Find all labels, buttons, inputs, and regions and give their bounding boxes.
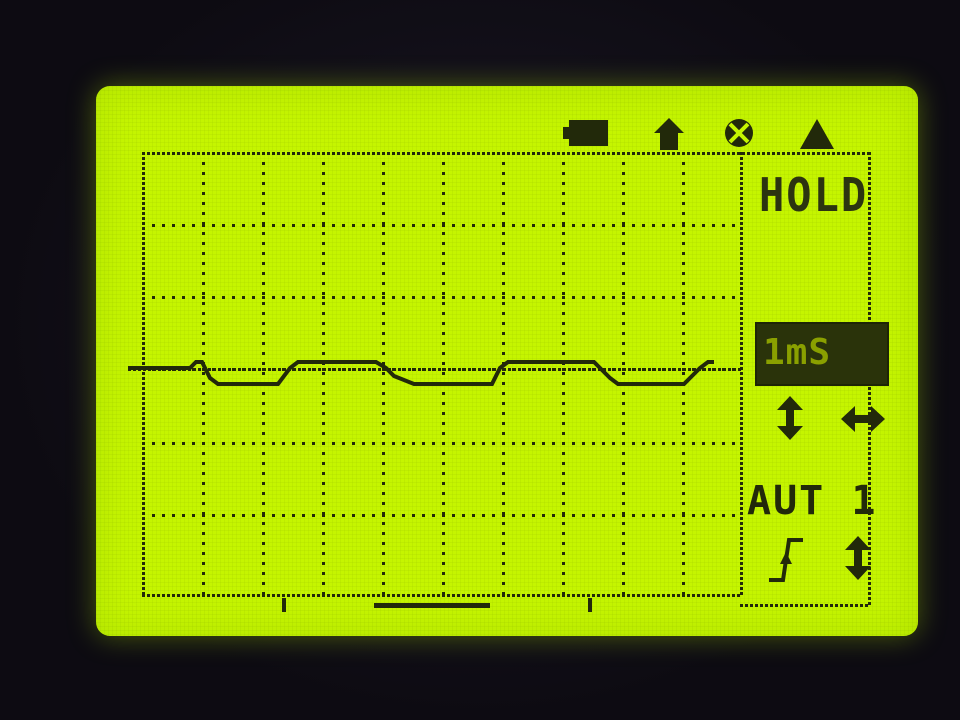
trigger-level-arrows-icon[interactable]	[845, 536, 871, 580]
battery-icon	[563, 120, 608, 146]
waveform-display	[128, 152, 871, 612]
timebase-scale-bar	[282, 598, 592, 612]
horizontal-position-arrows-icon[interactable]	[841, 406, 885, 432]
status-bar	[96, 86, 918, 156]
side-panel: HOLD 1mS AUT 1	[741, 148, 889, 618]
lcd-display: HOLD 1mS AUT 1	[96, 86, 918, 636]
timebase-selector[interactable]: 1mS	[755, 322, 889, 386]
home-icon[interactable]	[654, 118, 684, 150]
graticule	[128, 152, 871, 607]
warning-icon	[800, 119, 834, 149]
hold-indicator[interactable]: HOLD	[759, 168, 869, 222]
signal-trace	[128, 360, 714, 386]
clear-icon[interactable]	[724, 118, 754, 148]
timebase-value: 1mS	[763, 332, 832, 373]
vertical-position-arrows-icon[interactable]	[777, 396, 803, 440]
rising-edge-trigger-icon[interactable]	[769, 536, 803, 582]
trigger-mode-label[interactable]: AUT 1	[747, 478, 878, 524]
